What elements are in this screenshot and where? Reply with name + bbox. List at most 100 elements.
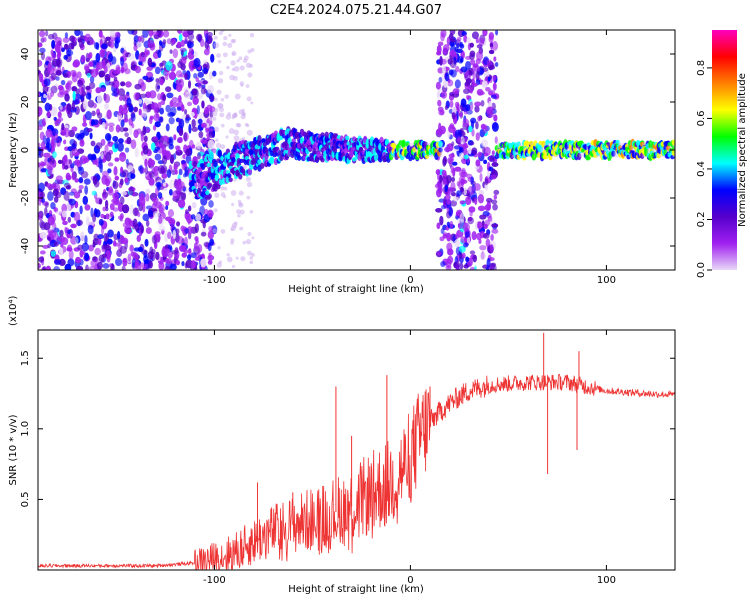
spectrogram-cell (124, 228, 132, 234)
spectrogram-cell (232, 75, 238, 81)
spectrogram-cell (213, 160, 218, 168)
spectrogram-cell (176, 106, 183, 111)
spectrogram-cell (161, 172, 168, 179)
spectrogram-cell (212, 70, 217, 77)
page-title: C2E4.2024.075.21.44.G07 (270, 3, 442, 18)
spectrogram-cell (451, 161, 458, 166)
spectrogram-cell (47, 147, 52, 152)
spectrogram-cell (74, 159, 81, 166)
colorbar-tick-label: 0.8 (696, 60, 707, 76)
spectrogram-ticks: -100 0 100 -40 -20 0 20 40 (20, 30, 675, 286)
spectrogram-cell (220, 123, 225, 128)
spectrogram-cell (97, 237, 102, 246)
spectrogram-cell (187, 80, 192, 89)
spectrogram-cell (45, 30, 49, 37)
spectrogram-cell (42, 36, 47, 43)
spectrogram-cell (476, 50, 484, 61)
spectrogram-cell (540, 142, 543, 158)
spectrogram-cell (647, 142, 650, 158)
spectrogram-cell (239, 65, 245, 71)
spectrogram-cell (87, 224, 94, 235)
spectrogram-cell (462, 146, 468, 156)
spectrogram-cell (151, 234, 157, 244)
spectrogram-cell (314, 156, 320, 162)
spectrogram-cell (200, 86, 207, 95)
spectrogram-cell (440, 142, 443, 158)
spectrogram-cell (154, 153, 162, 161)
spectrogram-cell (41, 197, 46, 204)
spectrogram-cell (137, 35, 142, 43)
spectrogram-cell (67, 216, 72, 223)
spectrogram-cell (87, 153, 93, 161)
spectrogram-cell (117, 138, 124, 144)
spectrogram-cell (207, 230, 215, 240)
spectrogram-cell (166, 169, 172, 178)
spectrogram-cell (175, 83, 183, 92)
spectrogram-cell (440, 261, 446, 267)
spectrogram-cell (149, 115, 154, 120)
spectrogram-cell (82, 122, 88, 127)
spectrogram-cell (449, 30, 456, 35)
spectrogram-cell (220, 186, 225, 191)
spectrogram-cell (174, 169, 178, 175)
spectrogram-cell (54, 133, 59, 142)
spectrogram-cell (107, 229, 114, 238)
spectrogram-cell (134, 83, 142, 90)
spectrogram-cell (349, 150, 354, 158)
spectrogram-cell (654, 142, 657, 158)
spectrogram-cell (98, 218, 104, 226)
spectrogram-cell (143, 259, 150, 265)
spectrogram-cell (158, 216, 163, 224)
spectrogram-cell (193, 57, 201, 68)
spectrogram-cell (470, 176, 475, 185)
spectrogram-cell (665, 142, 668, 158)
spectrogram-cell (178, 199, 186, 208)
spectrogram-cell (134, 65, 141, 74)
spectrogram-cell (212, 117, 217, 121)
spectrogram-cell (484, 177, 489, 186)
spectrogram-cell (98, 198, 103, 205)
spectrogram-cell (125, 81, 132, 88)
spectrogram-cell (231, 202, 235, 207)
spectrogram-cell (64, 32, 69, 39)
y-tick-label: -40 (20, 238, 31, 254)
x-tick-label: -100 (203, 275, 226, 286)
spectrogram-cell (233, 65, 240, 72)
spectrogram-cell (437, 106, 444, 112)
spectrogram-cell (86, 72, 92, 78)
spectrogram-cell (89, 132, 93, 140)
spectrogram-cell (71, 171, 75, 181)
spectrogram-cell (80, 171, 89, 179)
spectrogram-cell (101, 174, 108, 185)
y-tick-label: 40 (20, 48, 31, 61)
spectrogram-cell (171, 169, 176, 176)
spectrogram-cell (671, 149, 675, 156)
spectrogram-cell (488, 166, 494, 172)
spectrogram-cell (214, 97, 218, 102)
spectrogram-cell (64, 93, 70, 102)
spectrogram-cell (148, 260, 153, 269)
spectrogram-cell (168, 138, 173, 144)
spectrogram-cell (211, 110, 218, 117)
spectrogram-cell (104, 93, 111, 104)
spectrogram-cell (145, 227, 152, 235)
spectrogram-cell (122, 49, 128, 57)
spectrogram-cell (475, 159, 481, 167)
spectrogram-cell (42, 265, 47, 270)
spectrogram-cell (66, 244, 72, 251)
spectrogram-cell (194, 236, 199, 242)
spectrogram-cell (239, 209, 245, 215)
spectrogram-cell (254, 144, 259, 150)
spectrogram-cell (227, 42, 233, 48)
spectrogram-cell (47, 165, 53, 176)
spectrogram-cell (185, 148, 191, 157)
spectrogram-cell (471, 82, 478, 87)
spectrogram-cell (183, 131, 187, 142)
spectrogram-cell (269, 156, 275, 162)
spectrogram-cell (436, 251, 442, 256)
spectrogram-cell (167, 111, 175, 118)
spectrogram-cell (485, 267, 489, 270)
spectrogram-cell (188, 123, 192, 134)
spectrogram-cell (48, 229, 57, 239)
spectrogram-cell (138, 98, 143, 105)
